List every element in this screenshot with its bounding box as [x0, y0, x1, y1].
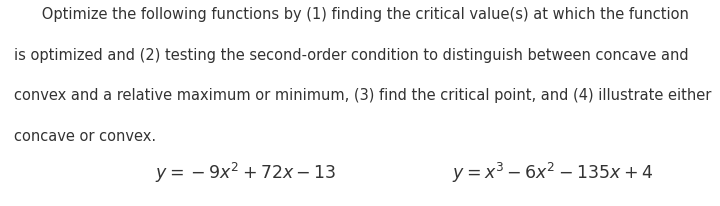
Text: concave or convex.: concave or convex. — [14, 128, 156, 143]
Text: is optimized and (2) testing the second-order condition to distinguish between c: is optimized and (2) testing the second-… — [14, 47, 689, 62]
Text: Optimize the following functions by (1) finding the critical value(s) at which t: Optimize the following functions by (1) … — [14, 7, 689, 22]
Text: convex and a relative maximum or minimum, (3) find the critical point, and (4) i: convex and a relative maximum or minimum… — [14, 88, 711, 103]
Text: $y = -9x^2 + 72x - 13$: $y = -9x^2 + 72x - 13$ — [156, 160, 337, 184]
Text: $y = x^3 - 6x^2 - 135x + 4$: $y = x^3 - 6x^2 - 135x + 4$ — [451, 160, 653, 184]
